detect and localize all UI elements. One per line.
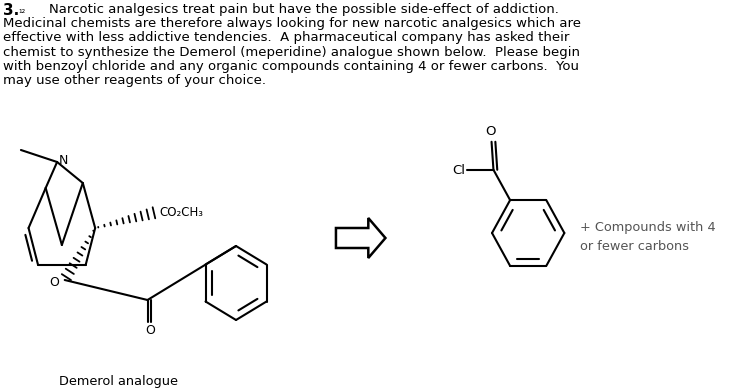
Text: Medicinal chemists are therefore always looking for new narcotic analgesics whic: Medicinal chemists are therefore always … <box>3 17 581 30</box>
Text: N: N <box>59 154 69 167</box>
Text: + Compounds with 4
or fewer carbons: + Compounds with 4 or fewer carbons <box>579 222 715 252</box>
Text: O: O <box>145 323 156 337</box>
Text: may use other reagents of your choice.: may use other reagents of your choice. <box>3 74 266 87</box>
Text: O: O <box>486 125 496 138</box>
Text: Demerol analogue: Demerol analogue <box>59 375 178 388</box>
Text: 3.: 3. <box>3 3 19 18</box>
Text: chemist to synthesize the Demerol (meperidine) analogue shown below.  Please beg: chemist to synthesize the Demerol (meper… <box>3 46 580 58</box>
Text: O: O <box>49 275 59 289</box>
Text: ₁₂: ₁₂ <box>18 6 25 15</box>
Text: effective with less addictive tendencies.  A pharmaceutical company has asked th: effective with less addictive tendencies… <box>3 32 569 44</box>
Text: CO₂CH₃: CO₂CH₃ <box>159 206 203 220</box>
Text: Cl: Cl <box>452 164 466 177</box>
Text: Narcotic analgesics treat pain but have the possible side-effect of addiction.: Narcotic analgesics treat pain but have … <box>49 3 559 16</box>
Polygon shape <box>336 218 385 258</box>
Text: with benzoyl chloride and any organic compounds containing 4 or fewer carbons.  : with benzoyl chloride and any organic co… <box>3 60 579 73</box>
